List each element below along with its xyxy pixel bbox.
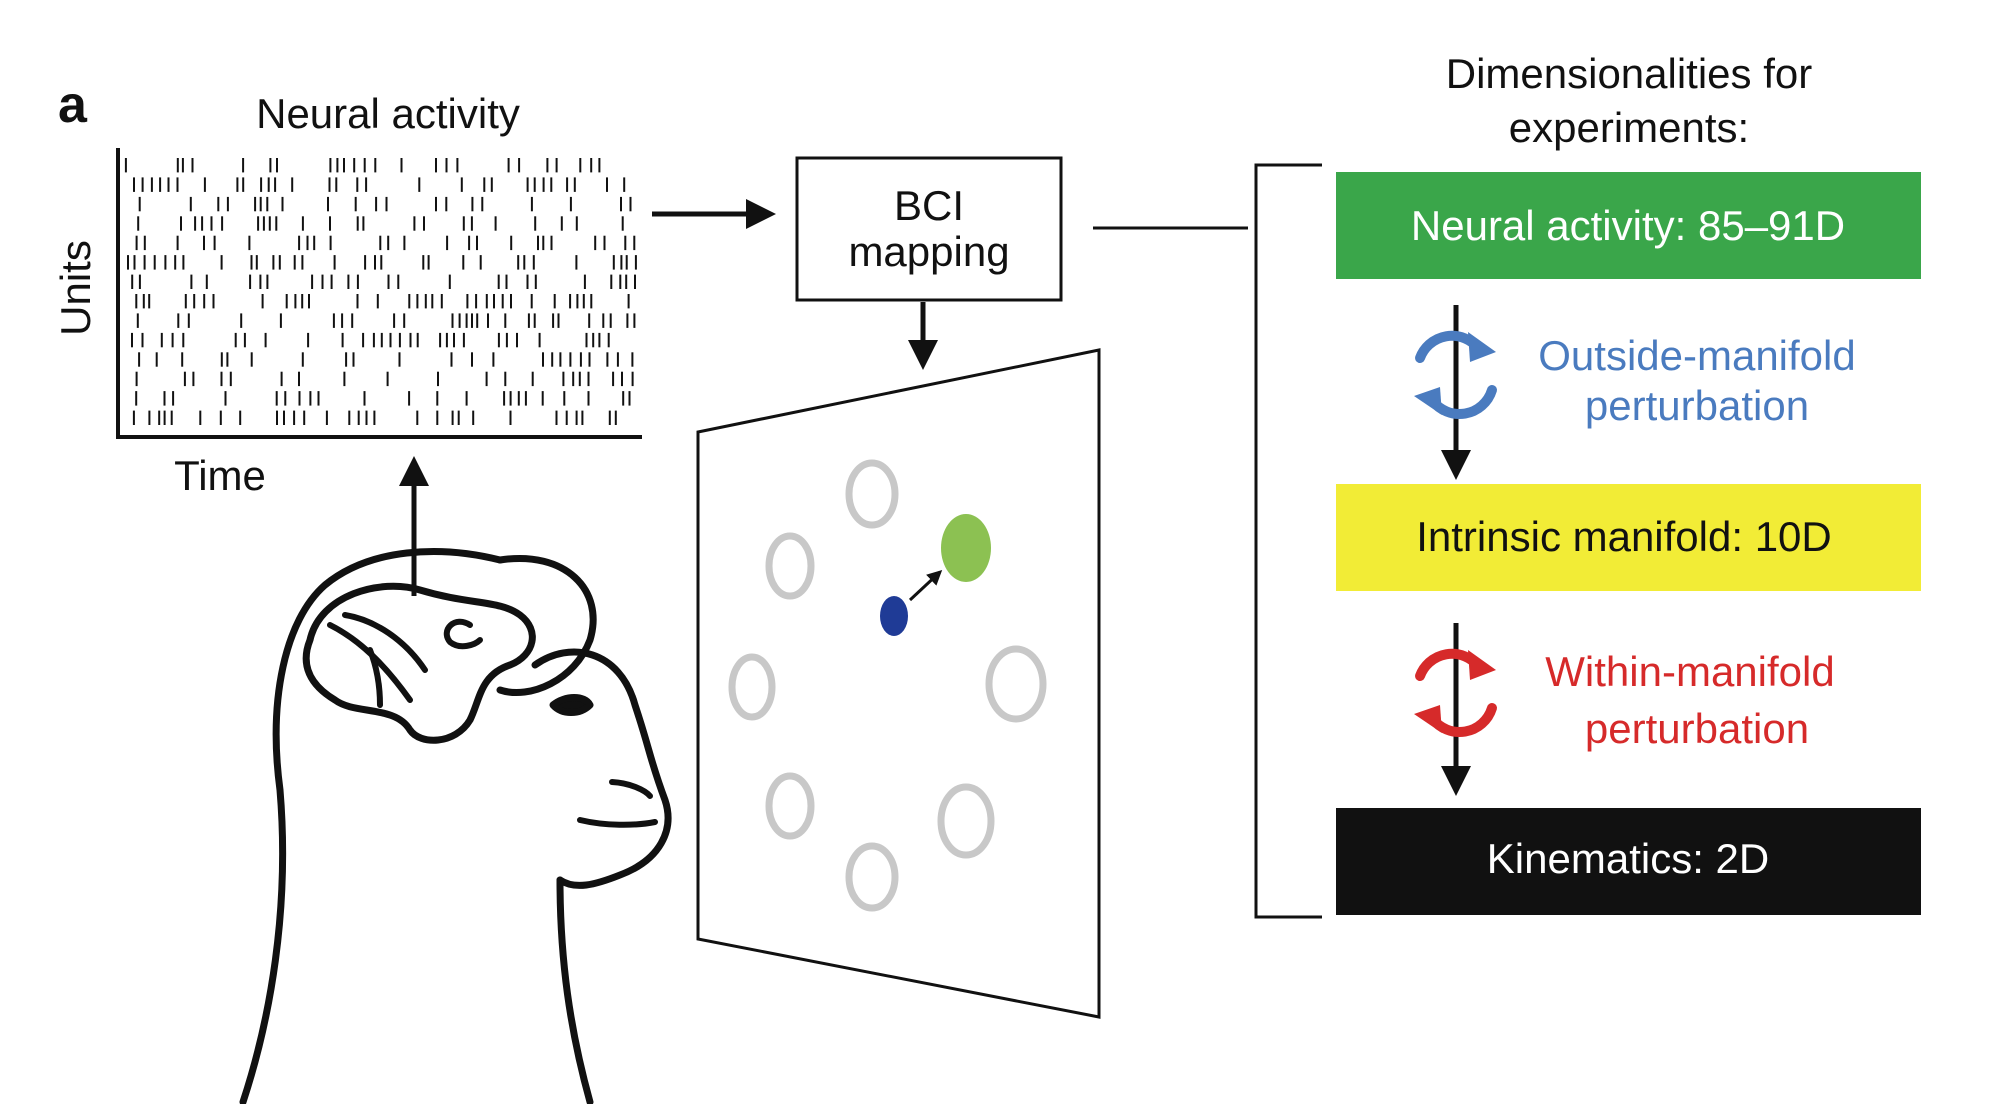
raster-ylabel: Units — [52, 240, 99, 336]
cycle-icon-outside — [1414, 330, 1497, 419]
dimensions-title-line2: experiments: — [1509, 104, 1749, 151]
cursor — [880, 596, 908, 636]
perturbation-within-line2: perturbation — [1585, 705, 1809, 752]
raster-plot: Neural activity Units Time — [52, 90, 776, 596]
perturbation-outside-line1: Outside-manifold — [1538, 332, 1855, 379]
target-ring — [728, 653, 776, 721]
active-target — [941, 514, 991, 582]
level-box-manifold — [1336, 484, 1921, 591]
raster-xlabel: Time — [174, 452, 266, 499]
perturbation-within-line1: Within-manifold — [1545, 648, 1834, 695]
level-label-neural: Neural activity: 85–91D — [1411, 202, 1845, 249]
target-ring — [765, 772, 815, 840]
cycle-icon-within — [1414, 648, 1497, 737]
monkey-illustration — [239, 548, 672, 1104]
dimensionality-panel: Dimensionalities for experiments: Neural… — [1254, 50, 1921, 919]
bracket — [1254, 163, 1322, 919]
perturbation-outside-line2: perturbation — [1585, 382, 1809, 429]
level-label-kinematics: Kinematics: 2D — [1487, 835, 1769, 882]
panel-label: a — [58, 76, 88, 134]
level-box-kinematics — [1336, 808, 1921, 915]
level-label-manifold: Intrinsic manifold: 10D — [1416, 513, 1832, 560]
target-ring — [985, 645, 1047, 723]
raster-title: Neural activity — [256, 90, 520, 137]
bci-box-line2: mapping — [848, 228, 1009, 275]
bci-box-line1: BCI — [894, 182, 964, 229]
cursor-direction-arrow — [908, 569, 943, 602]
spike-raster — [124, 158, 637, 425]
target-ring — [937, 783, 995, 859]
display-screen — [696, 348, 1101, 1019]
level-box-neural — [1336, 172, 1921, 279]
target-ring — [845, 842, 899, 912]
dimensions-title-line1: Dimensionalities for — [1446, 50, 1812, 97]
target-ring — [765, 532, 815, 600]
bci-mapping-box: BCI mapping — [795, 156, 1248, 370]
target-ring — [845, 459, 899, 529]
